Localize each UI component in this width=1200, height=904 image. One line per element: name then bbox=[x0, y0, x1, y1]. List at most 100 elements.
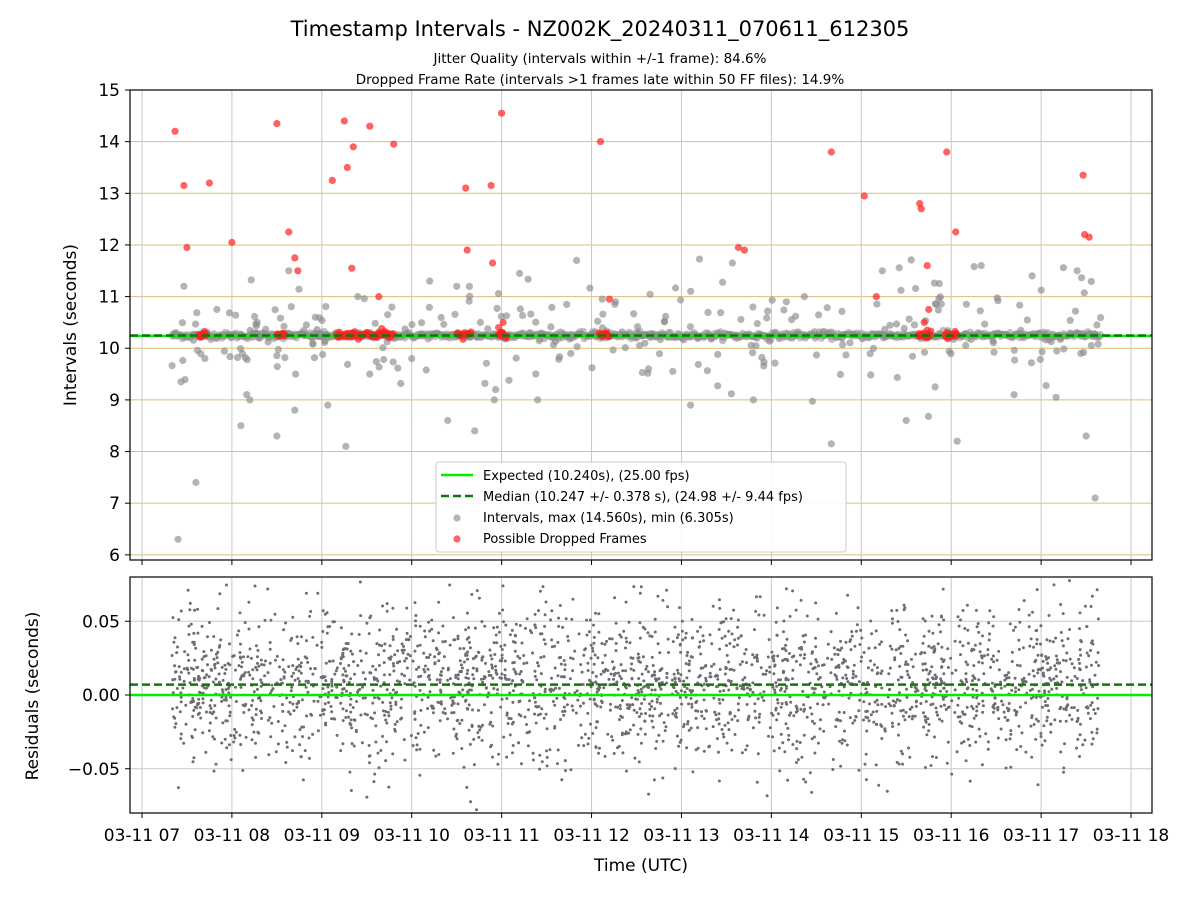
residual-point bbox=[482, 677, 486, 681]
residual-point bbox=[676, 671, 680, 675]
residual-point bbox=[620, 699, 624, 702]
residual-point bbox=[563, 759, 567, 763]
residual-point bbox=[772, 749, 776, 753]
residual-point bbox=[539, 672, 543, 676]
residual-point bbox=[533, 623, 537, 627]
y-tick-label: 14 bbox=[98, 133, 120, 153]
residual-point bbox=[857, 709, 861, 713]
residual-point bbox=[320, 640, 324, 644]
residual-point bbox=[582, 701, 585, 705]
residual-point bbox=[727, 728, 731, 732]
residual-point bbox=[388, 673, 392, 677]
interval-point bbox=[281, 354, 289, 362]
residual-point bbox=[325, 631, 329, 635]
residual-point bbox=[500, 648, 504, 651]
residual-point bbox=[839, 639, 842, 643]
residual-point bbox=[508, 733, 512, 737]
residual-point bbox=[254, 665, 258, 669]
residual-point bbox=[1049, 730, 1053, 734]
residual-point bbox=[553, 726, 557, 730]
residual-point bbox=[1070, 717, 1074, 721]
residual-point bbox=[1054, 636, 1058, 640]
residual-point bbox=[848, 716, 852, 720]
interval-point bbox=[490, 396, 498, 404]
interval-point bbox=[371, 319, 379, 327]
interval-point bbox=[264, 338, 272, 346]
residual-point bbox=[350, 632, 354, 636]
residual-point bbox=[1073, 674, 1077, 678]
interval-point bbox=[641, 339, 649, 347]
residual-point bbox=[293, 735, 297, 739]
residual-point bbox=[730, 748, 734, 752]
residual-point bbox=[1030, 716, 1034, 720]
residual-point bbox=[800, 647, 804, 651]
residual-point bbox=[495, 625, 499, 629]
residual-point bbox=[349, 649, 353, 653]
residual-point bbox=[970, 647, 974, 651]
residual-point bbox=[428, 678, 432, 681]
residual-point bbox=[817, 677, 820, 681]
residual-point bbox=[385, 602, 389, 606]
residual-point bbox=[516, 654, 520, 658]
residual-point bbox=[491, 755, 494, 759]
interval-point bbox=[519, 311, 527, 320]
residual-point bbox=[418, 689, 422, 692]
residual-point bbox=[594, 611, 597, 615]
residual-point bbox=[400, 716, 404, 720]
residual-point bbox=[997, 649, 1001, 653]
residual-point bbox=[735, 687, 739, 691]
residual-point bbox=[415, 743, 419, 747]
residual-point bbox=[1008, 737, 1012, 741]
residual-point bbox=[478, 728, 482, 732]
interval-point bbox=[1097, 314, 1105, 322]
interval-point bbox=[704, 308, 712, 316]
residual-point bbox=[859, 659, 863, 663]
residual-point bbox=[496, 688, 500, 692]
residual-point bbox=[854, 674, 858, 678]
residual-point bbox=[802, 656, 806, 660]
interval-point bbox=[549, 341, 558, 349]
residual-point bbox=[326, 625, 330, 629]
residual-point bbox=[537, 664, 540, 668]
residual-point bbox=[1003, 678, 1007, 682]
residual-point bbox=[356, 689, 360, 692]
residual-point bbox=[908, 707, 912, 711]
residual-point bbox=[597, 630, 601, 634]
residual-point bbox=[437, 659, 441, 663]
interval-point bbox=[232, 311, 240, 319]
residual-point bbox=[880, 640, 883, 644]
residual-point bbox=[923, 619, 927, 623]
residual-point bbox=[573, 691, 577, 695]
residual-point bbox=[803, 653, 807, 657]
residual-point bbox=[1078, 661, 1081, 665]
interval-point bbox=[380, 355, 388, 364]
residual-point bbox=[638, 591, 642, 595]
residual-point bbox=[887, 688, 891, 692]
residual-point bbox=[725, 653, 729, 657]
residual-point bbox=[835, 677, 839, 681]
interval-point bbox=[1042, 336, 1050, 344]
residual-point bbox=[254, 741, 257, 745]
residual-point bbox=[867, 646, 871, 650]
residual-point bbox=[556, 762, 559, 766]
residual-point bbox=[400, 642, 404, 646]
residual-point bbox=[316, 591, 320, 595]
residual-point bbox=[186, 588, 190, 592]
residual-point bbox=[1088, 678, 1092, 682]
residual-point bbox=[327, 659, 331, 663]
residual-point bbox=[666, 637, 670, 641]
residual-point bbox=[391, 638, 395, 641]
residual-point bbox=[864, 715, 868, 719]
interval-point bbox=[1071, 307, 1080, 315]
residual-point bbox=[259, 658, 263, 662]
interval-point bbox=[201, 355, 209, 363]
residual-point bbox=[263, 618, 267, 622]
interval-point bbox=[384, 311, 392, 319]
residual-point bbox=[237, 629, 241, 633]
residual-point bbox=[349, 789, 353, 792]
residual-point bbox=[358, 649, 362, 653]
residual-point bbox=[945, 690, 949, 693]
residual-point bbox=[736, 636, 740, 640]
residual-point bbox=[480, 658, 484, 662]
legend-intervals-label: Intervals, max (14.560s), min (6.305s) bbox=[483, 511, 734, 526]
